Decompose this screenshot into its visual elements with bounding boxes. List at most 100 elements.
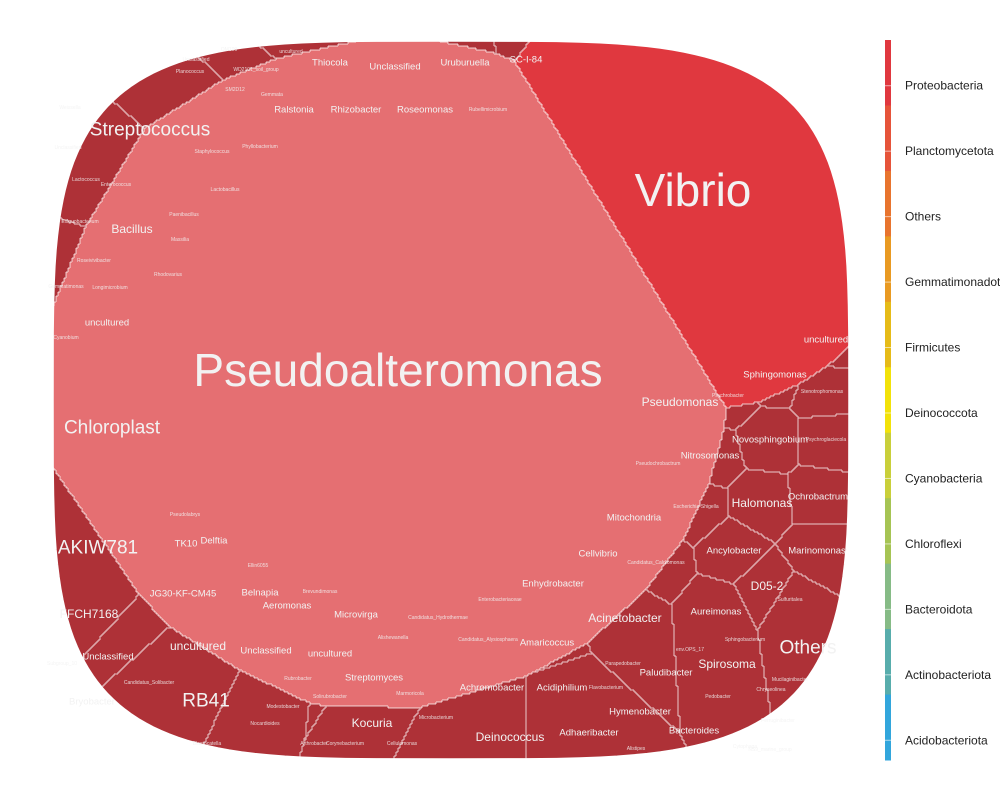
cell-proteobacteria-stenotrophomonas (790, 366, 850, 418)
cell-proteobacteria-sc-i-84 (494, 40, 530, 60)
label-firmicutes-bacillus: Bacillus (111, 222, 152, 236)
label-proteobacteria-brevundimonas: Brevundimonas (303, 589, 338, 595)
label-bacteroidota-flavobacterium: Flavobacterium (589, 685, 623, 691)
legend-label-firmicutes: Firmicutes (905, 341, 960, 355)
label-firmicutes-planococcus: Planococcus (176, 69, 205, 75)
label-planctomycetota-uncultured: uncultured (279, 49, 303, 55)
label-proteobacteria-stenotrophomonas: Stenotrophomonas (801, 389, 844, 395)
label-actinobacteriota-marmoricola: Marmoricola (396, 691, 424, 697)
cell-proteobacteria-alishewanella (300, 706, 420, 760)
cell-proteobacteria-rhodovarius (52, 218, 86, 306)
label-actinobacteriota-uncultured: uncultured (308, 649, 352, 660)
cell-proteobacteria-escherichia-shigella (684, 484, 728, 548)
cell-proteobacteria-ancylobacter (694, 516, 774, 584)
legend-swatch-deinococcota (885, 367, 891, 434)
label-bacteroidota-hymenobacter: Hymenobacter (609, 707, 671, 718)
legend-swatch-chloroflexi (885, 498, 891, 565)
label-bacteroidota-sphingobacterium: Sphingobacterium (725, 637, 765, 643)
label-proteobacteria-ochrobactrum: Ochrobactrum (788, 492, 848, 503)
label-actinobacteriota-arthrobacter: Arthrobacter (300, 741, 328, 747)
legend-label-proteobacteria: Proteobacteria (905, 79, 983, 93)
label-proteobacteria-rhizobacter: Rhizobacter (331, 105, 382, 116)
label-proteobacteria-microvirga: Microvirga (334, 610, 379, 621)
label-actinobacteriota-modestobacter: Modestobacter (266, 704, 299, 710)
label-proteobacteria-vibrio: Vibrio (635, 164, 752, 216)
label-proteobacteria-ancylobacter: Ancylobacter (707, 546, 762, 557)
label-proteobacteria-belnapia: Belnapia (242, 588, 280, 599)
label-proteobacteria-rhodovarius: Rhodovarius (154, 272, 183, 278)
label-proteobacteria-candidatus-alysiosphaera: Candidatus_Alysiosphaera (458, 637, 518, 643)
legend-swatch-firmicutes (885, 301, 891, 368)
label-cyanobacteria-cyanobium: Cyanobium (53, 335, 78, 341)
label-others-others: Others (779, 638, 836, 659)
label-proteobacteria-ralstonia: Ralstonia (274, 105, 314, 116)
label-proteobacteria-unclassified: Unclassified (369, 62, 420, 73)
label-bacteroidota-ns9-marine-group: NS9_marine_group (748, 747, 792, 753)
label-chloroflexi-akiw781: AKIW781 (58, 538, 138, 559)
label-acidobacteriota-bryobacter: Bryobacter (69, 697, 115, 708)
label-firmicutes-lactobacillus: Lactobacillus (211, 187, 240, 193)
label-proteobacteria-ellin6055: Ellin6055 (248, 563, 269, 569)
label-proteobacteria-escherichia-shigella: Escherichia-Shigella (673, 504, 719, 510)
label-bacteroidota-alistipes: Alistipes (627, 746, 646, 752)
label-acidobacteriota-subgroup-10: Subgroup_10 (47, 661, 77, 667)
cell-proteobacteria-pseudolabrys (52, 468, 138, 658)
label-planctomycetota-sm2d12: SM2D12 (225, 87, 245, 93)
legend: Proteobacteria Planctomycetota Others Gemma… (885, 40, 1000, 761)
label-proteobacteria-enhydrobacter: Enhydrobacter (522, 579, 584, 590)
cells (52, 40, 850, 760)
label-bacteroidota-chryseolinea: Chryseolinea (756, 687, 785, 693)
label-proteobacteria-pseudomonas: Pseudomonas (642, 395, 719, 409)
cell-proteobacteria-amaricoccus (536, 644, 592, 672)
label-proteobacteria-uncultured: uncultured (804, 335, 848, 346)
label-proteobacteria-pseudolabrys: Pseudolabrys (170, 512, 201, 518)
label-actinobacteriota-unclassified: Unclassified (240, 646, 291, 657)
label-proteobacteria-roseomonas: Roseomonas (397, 105, 453, 116)
label-planctomycetota-wd2101-soil-group: WD2101_soil_group (233, 67, 279, 73)
label-proteobacteria-rubellimicrobium: Rubellimicrobium (469, 107, 507, 113)
label-proteobacteria-pseudoalteromonas: Pseudoalteromonas (193, 344, 602, 396)
legend-swatch-bacteroidota (885, 563, 891, 630)
label-gemmatimonadota-roseivivibacter: Roseivivibacter (77, 258, 111, 264)
label-bacteroidota-pedobacter: Pedobacter (705, 694, 731, 700)
label-bacteroidota-ferruginibacter: Ferruginibacter (761, 718, 795, 724)
label-gemmatimonadota-gemmatimonas: Gemmatimonas (48, 284, 84, 290)
legend-label-planctomycetota: Planctomycetota (905, 144, 994, 158)
label-proteobacteria-nitrosomonas: Nitrosomonas (681, 451, 740, 462)
label-proteobacteria-aureimonas: Aureimonas (691, 607, 742, 618)
label-actinobacteriota-solirubrobacter: Solirubrobacter (313, 694, 347, 700)
label-actinobacteriota-rubrobacter: Rubrobacter (284, 676, 312, 682)
label-bacteroidota-paludibacter: Paludibacter (640, 668, 693, 679)
label-chloroflexi-jg30-kf-cm45: JG30-KF-CM45 (150, 589, 217, 600)
label-bacteroidota-parapedobacter: Parapedobacter (605, 661, 641, 667)
cell-proteobacteria-ochrobactrum (788, 464, 850, 524)
cell-proteobacteria-sphingomonas (758, 386, 798, 408)
legend-swatch-gemmatimonadota (885, 236, 891, 303)
cell-proteobacteria-acidiphilium (526, 654, 686, 760)
label-chloroflexi-ffch7168: FFCH7168 (60, 607, 119, 621)
label-actinobacteriota-kocuria: Kocuria (352, 716, 393, 730)
label-firmicutes-paenibacillus: Paenibacillus (169, 212, 199, 218)
cell-proteobacteria-acinetobacter (588, 590, 680, 732)
label-firmicutes-weissella: Weissella (59, 105, 81, 111)
cell-proteobacteria-sulfuritalea (758, 572, 840, 714)
cell-proteobacteria-pseudoalteromonas (52, 40, 726, 708)
legend-label-acidobacteriota: Acidobacteriota (905, 733, 988, 747)
label-proteobacteria-phyllobacterium: Phyllobacterium (242, 144, 278, 150)
label-proteobacteria-enterobacteriaceae: Enterobacteriaceae (478, 597, 522, 603)
label-firmicutes-unclassified: Unclassified (55, 145, 82, 151)
label-proteobacteria-thiocola: Thiocola (312, 58, 349, 69)
treemap-outline (50, 38, 852, 762)
label-acidobacteriota-blastocatella: Blastocatella (193, 741, 222, 747)
legend-label-deinococcota: Deinococcota (905, 406, 978, 420)
label-deinococcota-deinococcus: Deinococcus (476, 730, 545, 744)
label-proteobacteria-pseudochrobactrum: Pseudochrobactrum (636, 461, 681, 467)
label-bacteroidota-env-ops-17: env.OPS_17 (676, 647, 704, 653)
label-actinobacteriota-corynebacterium: Corynebacterium (326, 741, 364, 747)
label-proteobacteria-mitochondria: Mitochondria (607, 513, 662, 524)
cell-proteobacteria-psychrobacter (724, 402, 760, 430)
cell-proteobacteria-nitrosomonas (710, 428, 746, 488)
legend-label-bacteroidota: Bacteroidota (905, 602, 973, 616)
label-proteobacteria-alishewanella: Alishewanella (378, 635, 409, 641)
cell-labels: Vibrio Pseudoalteromonas Chloroplast Strept… (47, 47, 848, 753)
